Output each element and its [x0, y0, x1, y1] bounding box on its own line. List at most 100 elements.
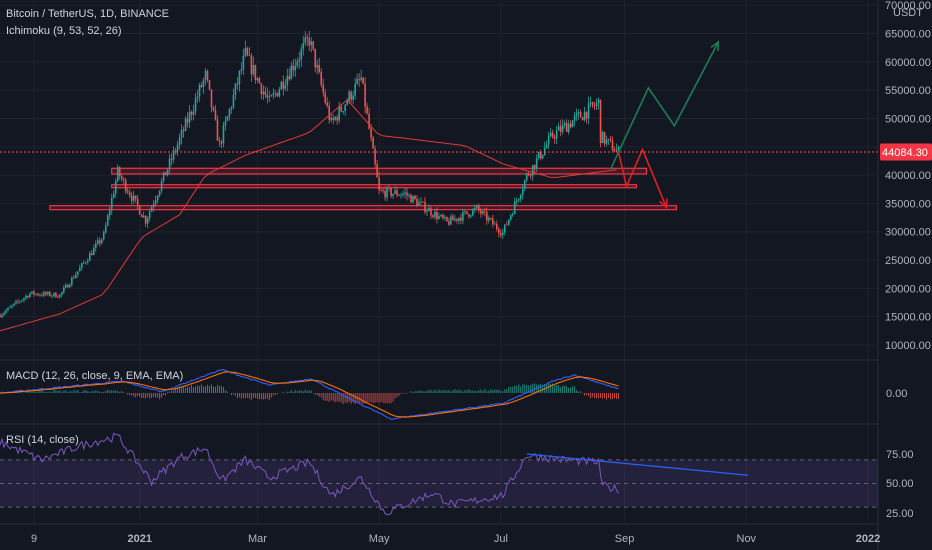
candle-body — [59, 294, 61, 298]
candle-body — [360, 77, 362, 80]
candle-body — [503, 224, 506, 233]
candle-body — [394, 190, 396, 194]
candle-body — [599, 99, 602, 144]
candle-body — [416, 198, 418, 206]
symbol-title[interactable]: Bitcoin / TetherUS, 1D, BINANCE — [6, 8, 169, 20]
rsi-tick-50: 50.00 — [886, 478, 914, 490]
candle-body — [240, 68, 243, 71]
candle-body — [380, 189, 382, 191]
candle-body — [607, 138, 610, 140]
candle-body — [164, 172, 167, 176]
macd-legend[interactable]: MACD (12, 26, close, 9, EMA, EMA) — [6, 370, 183, 382]
candle-body — [496, 223, 498, 230]
candle-body — [392, 193, 394, 197]
candle-body — [256, 78, 259, 81]
candle-body — [539, 152, 542, 159]
candle-body — [494, 223, 496, 225]
candle-body — [79, 267, 81, 272]
candle-body — [515, 200, 518, 202]
candle-body — [468, 213, 470, 217]
candle-body — [480, 210, 482, 214]
price-tick-label: 70000.00 — [885, 0, 931, 12]
candle-body — [128, 192, 131, 196]
candle-body — [563, 123, 566, 125]
candle-body — [386, 187, 388, 198]
candle-body — [444, 216, 446, 219]
candle-body — [318, 64, 321, 72]
candle-body — [41, 294, 43, 296]
candle-body — [290, 65, 293, 80]
candle-body — [148, 211, 151, 219]
candle-body — [134, 195, 137, 199]
price-tick-label: 15000.00 — [885, 312, 931, 324]
candle-body — [202, 79, 205, 87]
candle-body — [67, 284, 69, 288]
candle-body — [154, 200, 157, 205]
candle-body — [537, 152, 540, 159]
candle-body — [370, 128, 372, 138]
candle-body — [7, 307, 9, 311]
candle-body — [5, 310, 7, 313]
candle-body — [342, 111, 344, 112]
rsi-legend[interactable]: RSI (14, close) — [6, 434, 79, 446]
candle-body — [190, 111, 193, 115]
candle-body — [104, 225, 107, 233]
candle-body — [344, 104, 346, 112]
candle-body — [402, 193, 404, 195]
candle-body — [156, 195, 159, 201]
candle-body — [65, 284, 67, 288]
candle-body — [304, 37, 307, 44]
candle-body — [220, 141, 223, 144]
candle-body — [160, 180, 163, 191]
candle-body — [198, 84, 201, 97]
candle-body — [541, 154, 544, 159]
bearish-projection-path — [617, 147, 668, 208]
candle-body — [94, 243, 97, 248]
candle-body — [597, 99, 600, 104]
candle-body — [82, 262, 85, 264]
candle-body — [172, 150, 175, 160]
candle-body — [86, 260, 89, 263]
candle-body — [513, 201, 516, 214]
candle-body — [122, 178, 125, 180]
candle-body — [324, 92, 327, 103]
candle-body — [523, 180, 526, 190]
candle-body — [308, 38, 311, 46]
candle-body — [37, 293, 39, 296]
candle-body — [525, 173, 528, 181]
candle-body — [334, 117, 336, 120]
kijun-line — [0, 99, 617, 332]
time-tick-label: 2022 — [856, 533, 880, 545]
candle-body — [244, 47, 247, 56]
candle-body — [316, 64, 319, 68]
price-tick-label: 60000.00 — [885, 57, 931, 69]
candle-body — [280, 81, 283, 90]
candle-body — [13, 303, 15, 306]
price-tick-label: 30000.00 — [885, 227, 931, 239]
candle-body — [218, 140, 221, 142]
candle-body — [53, 292, 55, 296]
candle-body — [346, 101, 348, 105]
ichimoku-legend[interactable]: Ichimoku (9, 53, 52, 26) — [6, 25, 122, 37]
candle-body — [264, 91, 267, 95]
candle-body — [88, 253, 91, 261]
candle-body — [376, 164, 378, 178]
candle-body — [144, 215, 147, 224]
candle-body — [529, 175, 532, 177]
time-axis[interactable]: 9 2021 Mar May Jul Sep Nov 2022 — [31, 533, 880, 545]
candle-body — [100, 239, 103, 244]
last-price-tag — [880, 143, 932, 161]
candle-body — [547, 136, 550, 145]
candle-body — [208, 79, 211, 90]
candle-body — [250, 55, 253, 75]
candle-body — [356, 79, 358, 84]
candle-body — [146, 218, 149, 224]
candle-body — [426, 211, 428, 213]
candle-body — [553, 136, 556, 139]
candle-body — [340, 106, 342, 112]
candle-body — [499, 233, 502, 236]
candle-body — [206, 70, 209, 80]
time-tick-label: 2021 — [128, 533, 152, 545]
candle-body — [521, 189, 524, 196]
